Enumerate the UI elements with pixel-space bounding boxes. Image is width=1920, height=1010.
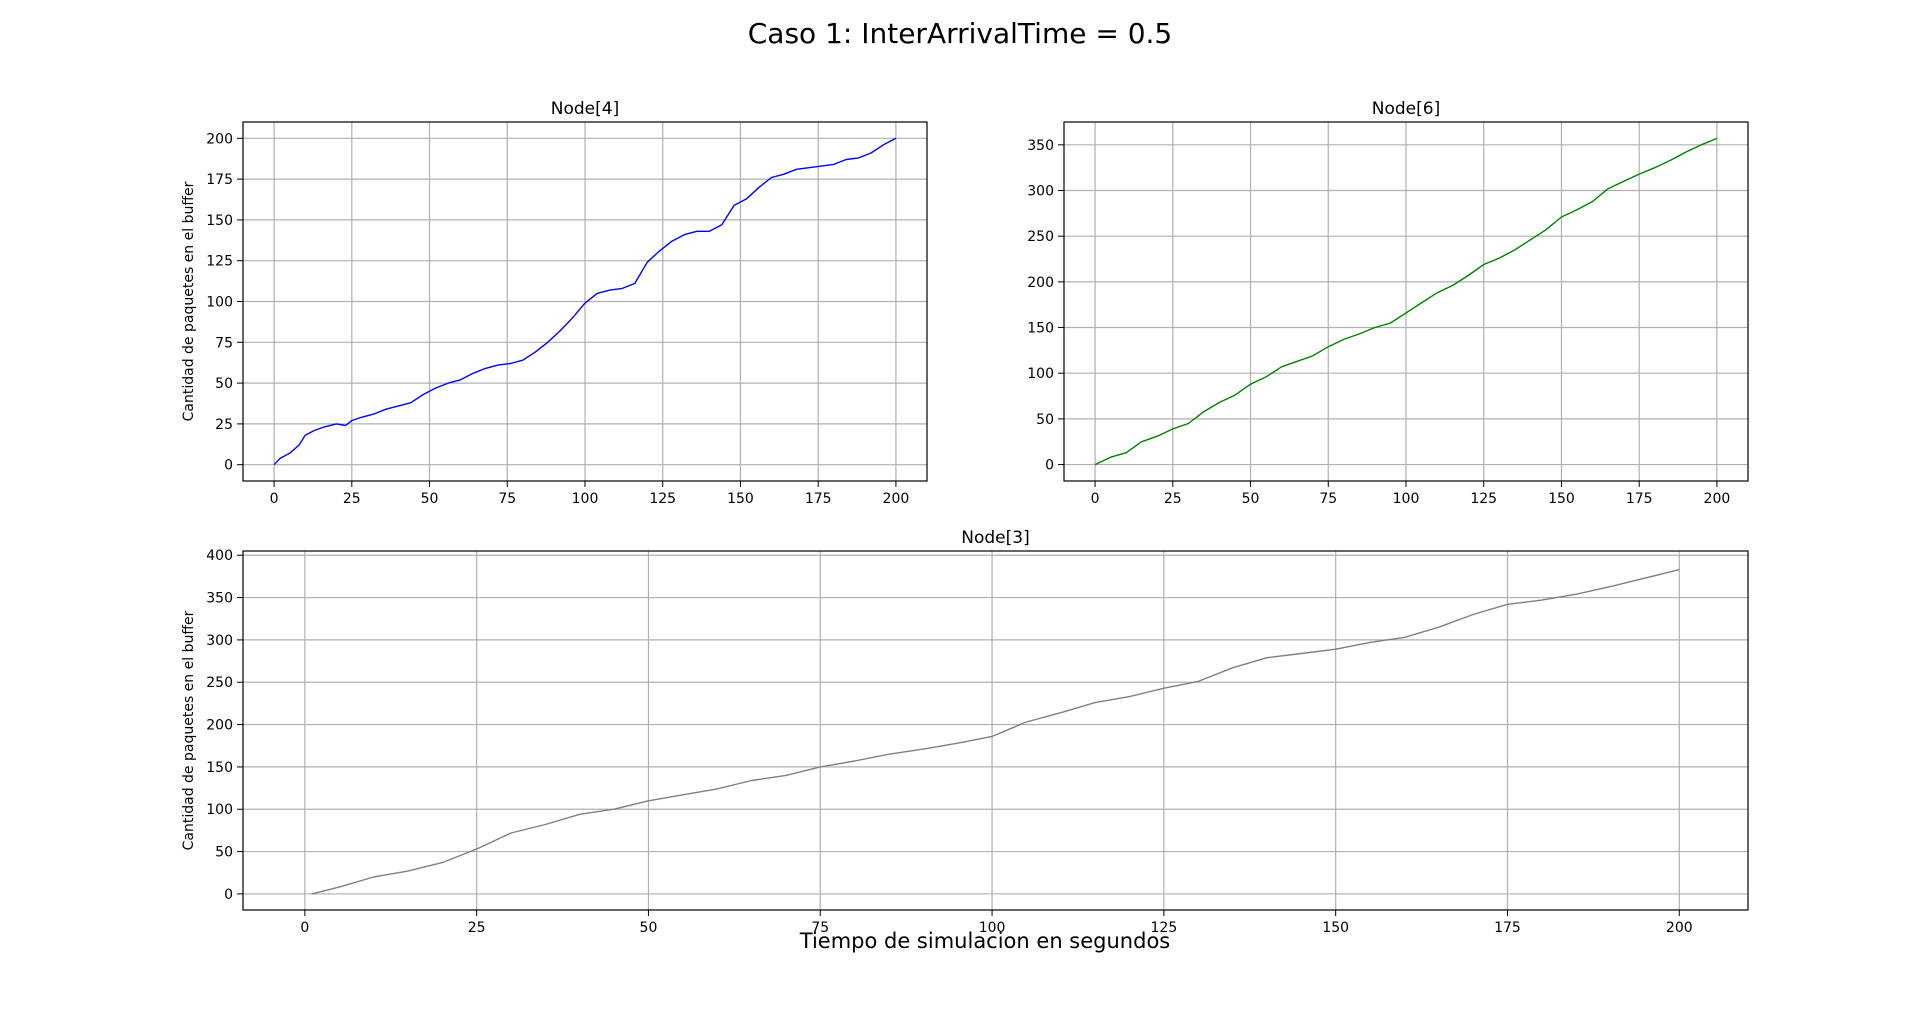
y-tick-label: 300	[1027, 184, 1054, 200]
y-tick-label: 200	[206, 718, 233, 734]
y-tick-label: 50	[215, 376, 233, 392]
subplot-ylabel: Cantidad de paquetes en el buffer	[181, 610, 197, 850]
y-tick-label: 150	[206, 213, 233, 229]
x-tick-label: 50	[421, 491, 439, 507]
y-tick-label: 50	[215, 845, 233, 861]
y-tick-label: 400	[206, 548, 233, 564]
x-tick-label: 0	[1091, 491, 1100, 507]
x-tick-label: 50	[1242, 491, 1260, 507]
x-tick-label: 175	[805, 491, 832, 507]
y-tick-label: 150	[206, 760, 233, 776]
y-tick-label: 0	[224, 887, 233, 903]
y-tick-label: 100	[206, 295, 233, 311]
y-tick-label: 100	[206, 802, 233, 818]
subplot-title: Node[6]	[1372, 99, 1440, 119]
series-line	[311, 568, 1680, 895]
y-tick-label: 350	[1027, 138, 1054, 154]
x-tick-label: 25	[468, 920, 486, 936]
y-tick-label: 0	[224, 458, 233, 474]
x-tick-label: 75	[498, 491, 516, 507]
x-tick-label: 75	[1319, 491, 1337, 507]
x-tick-label: 100	[1393, 491, 1420, 507]
subplot-title: Node[4]	[551, 99, 619, 119]
x-tick-label: 100	[572, 491, 599, 507]
plots-group: 0 25 50 75 100 125 150 175 200 0 25 50 75 100 125 150 17…	[181, 99, 1749, 936]
series-line	[1094, 137, 1718, 466]
y-tick-label: 350	[206, 591, 233, 607]
y-tick-label: 250	[206, 675, 233, 691]
series-line	[273, 137, 897, 466]
y-tick-label: 0	[1045, 458, 1054, 474]
x-tick-label: 0	[300, 920, 309, 936]
x-tick-label: 175	[1494, 920, 1521, 936]
x-tick-label: 175	[1626, 491, 1653, 507]
subplot-node6: 0 25 50 75 100 125 150 175 200 0 50 100 150 200 250 300…	[1027, 99, 1749, 507]
y-tick-label: 100	[1027, 366, 1054, 382]
y-tick-label: 50	[1036, 412, 1054, 428]
x-tick-label: 150	[1548, 491, 1575, 507]
plot-frame	[242, 550, 1749, 911]
x-tick-label: 75	[811, 920, 829, 936]
y-tick-label: 75	[215, 335, 233, 351]
y-tick-label: 250	[1027, 229, 1054, 245]
x-tick-label: 150	[1322, 920, 1349, 936]
y-tick-label: 300	[206, 633, 233, 649]
subplot-node3: 0 25 50 75 100 125 150 175 200 0 50 100 150 200 250 300…	[181, 528, 1749, 936]
y-tick-label: 25	[215, 417, 233, 433]
subplot-ylabel: Cantidad de paquetes en el buffer	[181, 181, 197, 421]
y-tick-label: 200	[206, 131, 233, 147]
x-tick-label: 125	[1470, 491, 1497, 507]
x-tick-label: 200	[1666, 920, 1693, 936]
figure-suptitle: Caso 1: InterArrivalTime = 0.5	[748, 17, 1172, 50]
x-tick-label: 200	[1704, 491, 1731, 507]
x-tick-label: 125	[1151, 920, 1178, 936]
x-tick-label: 125	[649, 491, 676, 507]
subplot-title: Node[3]	[961, 528, 1029, 548]
y-tick-label: 125	[206, 254, 233, 270]
y-tick-label: 175	[206, 172, 233, 188]
x-tick-label: 150	[727, 491, 754, 507]
x-tick-label: 0	[270, 491, 279, 507]
x-tick-label: 50	[640, 920, 658, 936]
x-tick-label: 25	[343, 491, 361, 507]
figure-xlabel: Tiempo de simulacion en segundos	[799, 929, 1170, 953]
subplot-node4: 0 25 50 75 100 125 150 175 200 0 25 50 75 100 125 150 17…	[181, 99, 928, 507]
x-tick-label: 200	[883, 491, 910, 507]
x-tick-label: 100	[979, 920, 1006, 936]
x-tick-label: 25	[1164, 491, 1182, 507]
y-tick-label: 200	[1027, 275, 1054, 291]
y-tick-label: 150	[1027, 321, 1054, 337]
